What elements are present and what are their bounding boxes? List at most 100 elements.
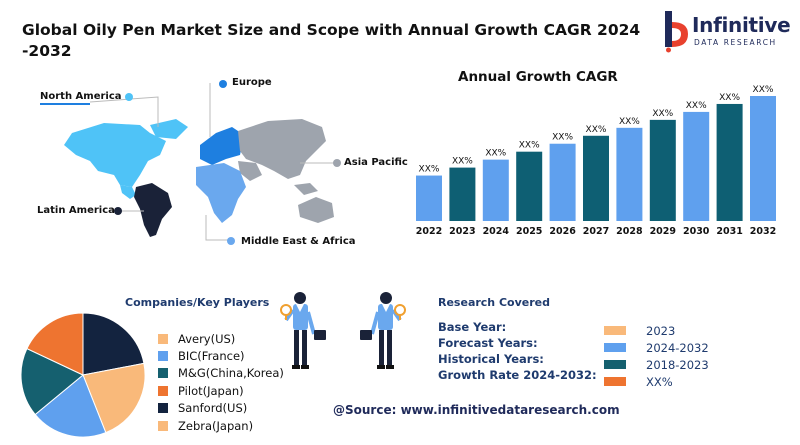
research-value-base-year: 2023 — [646, 323, 676, 338]
bar-2022 — [416, 175, 442, 221]
research-label-historical: Historical Years: — [438, 352, 544, 366]
bar-2030 — [683, 111, 710, 221]
map-label-europe: Europe — [232, 77, 272, 88]
legend-label: Zebra(Japan) — [178, 418, 254, 433]
x-tick-label: 2032 — [750, 226, 776, 237]
map-latin-america-shape — [134, 183, 172, 237]
research-swatch — [604, 377, 626, 386]
legend-item-zebra: Zebra(Japan) — [158, 417, 284, 434]
pie-slice-bic-france- — [34, 374, 107, 438]
businessman-magnifier-icon — [280, 292, 326, 369]
x-tick-label: 2029 — [650, 226, 676, 237]
pie-slice-pilot-japan- — [26, 312, 84, 376]
research-row: 2023 — [604, 322, 709, 339]
north-america-underline — [40, 103, 90, 105]
x-tick-label: 2024 — [483, 226, 510, 237]
bar-data-label: XX% — [753, 85, 774, 95]
x-tick-label: 2025 — [516, 226, 542, 237]
map-asia-shape — [238, 119, 326, 179]
bar-data-label: XX% — [419, 165, 440, 175]
world-map — [40, 80, 341, 245]
legend-item-bic: BIC(France) — [158, 347, 284, 364]
research-label-growth-rate: Growth Rate 2024-2032: — [438, 368, 597, 382]
map-label-north-america: North America — [40, 91, 122, 102]
bar-2028 — [616, 127, 643, 221]
cagr-bar-chart: XX% 2022 XX% 2023 XX% 2024 XX% 2025 XX% 2026 XX% 20… — [416, 85, 776, 237]
legend-swatch — [158, 420, 168, 431]
dot-north-america — [125, 93, 133, 101]
map-australia-shape — [298, 197, 334, 223]
bar-data-label: XX% — [686, 101, 707, 111]
research-swatch — [604, 360, 626, 369]
map-label-latin-america: Latin America — [37, 205, 115, 216]
map-central-america-shape — [120, 185, 136, 199]
bar-data-label: XX% — [619, 117, 640, 127]
research-labels: Base Year: Forecast Years: Historical Ye… — [438, 320, 597, 384]
callout-line-mea — [205, 215, 228, 241]
bar-data-label: XX% — [452, 157, 473, 167]
bar-2024 — [482, 159, 509, 221]
map-arctic-shape — [150, 119, 188, 139]
research-title: Research Covered — [438, 296, 550, 309]
map-middle-east-shape — [238, 161, 262, 181]
x-tick-label: 2026 — [549, 226, 576, 237]
company-logo: Infinitive DATA RESEARCH — [662, 8, 792, 54]
bar-2025 — [516, 151, 543, 221]
logo-subtitle: DATA RESEARCH — [694, 38, 777, 47]
logo-name: Infinitive — [692, 13, 791, 37]
research-values: 2023 2024-2032 2018-2023 XX% — [604, 322, 709, 390]
research-value-forecast: 2024-2032 — [646, 340, 709, 355]
map-north-america-shape — [64, 123, 166, 187]
research-swatch — [604, 326, 626, 335]
dot-europe — [219, 80, 227, 88]
dot-asia-pacific — [333, 159, 341, 167]
research-label-forecast: Forecast Years: — [438, 336, 538, 350]
callout-line-north-america — [89, 96, 159, 127]
research-row: 2024-2032 — [604, 339, 709, 356]
x-tick-label: 2030 — [683, 226, 710, 237]
x-tick-label: 2027 — [583, 226, 609, 237]
dot-mea — [227, 237, 235, 245]
bar-2031 — [716, 103, 743, 221]
players-legend: Avery(US) BIC(France) M&G(China,Korea) P… — [158, 330, 284, 434]
dot-latin-america — [114, 207, 122, 215]
x-tick-label: 2028 — [616, 226, 643, 237]
map-label-mea: Middle East & Africa — [241, 236, 356, 247]
bar-data-label: XX% — [586, 125, 607, 135]
page-title: Global Oily Pen Market Size and Scope wi… — [22, 21, 641, 60]
legend-label: BIC(France) — [178, 349, 245, 364]
bar-data-label: XX% — [652, 109, 673, 119]
bar-2029 — [649, 119, 676, 221]
research-label-base-year: Base Year: — [438, 320, 507, 334]
cagr-chart-title: Annual Growth CAGR — [458, 69, 618, 85]
research-row: XX% — [604, 373, 709, 390]
map-se-asia-shape — [294, 183, 318, 195]
source-link[interactable]: @Source: www.infinitivedataresearch.com — [333, 403, 620, 417]
research-row: 2018-2023 — [604, 356, 709, 373]
legend-item-sanford: Sanford(US) — [158, 400, 284, 417]
key-players-pie-chart — [20, 312, 146, 438]
bar-data-label: XX% — [519, 141, 540, 151]
businessman-magnifier-icon — [360, 292, 406, 369]
research-swatch — [604, 343, 626, 352]
legend-item-mg: M&G(China,Korea) — [158, 365, 284, 382]
legend-item-pilot: Pilot(Japan) — [158, 382, 284, 399]
bar-2027 — [583, 135, 609, 221]
legend-item-avery: Avery(US) — [158, 330, 284, 347]
pie-slice-m-g-china-korea- — [20, 347, 84, 416]
legend-label: Sanford(US) — [178, 401, 248, 416]
legend-swatch — [158, 351, 168, 362]
x-tick-label: 2023 — [449, 226, 475, 237]
x-tick-label: 2022 — [416, 226, 442, 237]
legend-swatch — [158, 333, 168, 344]
pie-slice-sanford-us- — [82, 312, 145, 376]
bar-data-label: XX% — [719, 93, 740, 103]
bar-2026 — [549, 143, 576, 221]
bar-data-label: XX% — [552, 133, 573, 143]
map-europe-shape — [200, 127, 244, 165]
players-title: Companies/Key Players — [125, 296, 270, 309]
legend-label: M&G(China,Korea) — [178, 366, 284, 381]
logo-icon — [665, 11, 688, 53]
research-value-historical: 2018-2023 — [646, 357, 709, 372]
map-africa-shape — [196, 163, 246, 223]
